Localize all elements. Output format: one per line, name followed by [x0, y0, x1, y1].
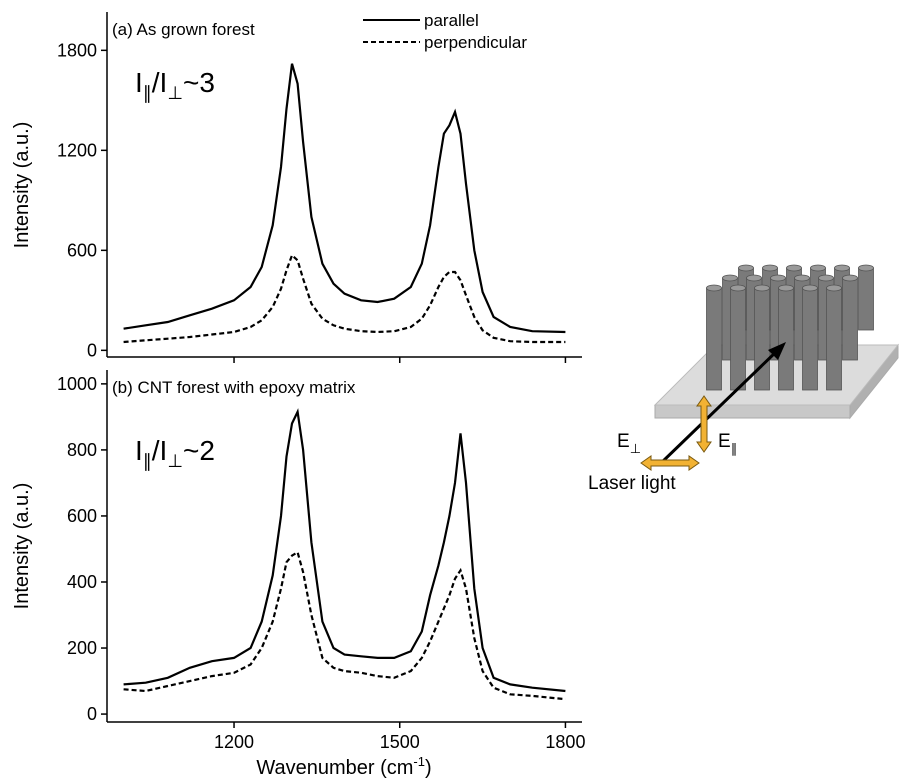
y-tick-label: 600: [67, 240, 97, 260]
nanotube-top: [802, 284, 818, 292]
nanotube-top: [722, 274, 738, 282]
e-parallel-arrow: [696, 395, 712, 453]
nanotube-top: [762, 264, 778, 272]
nanotube-top: [826, 284, 842, 292]
arrow-head: [768, 342, 786, 360]
y-axis-label: Intensity (a.u.): [11, 483, 33, 610]
nanotube-body: [706, 287, 722, 391]
spectrum-line: [123, 253, 566, 344]
laser-arrows: E⊥ E∥ Laser light: [588, 342, 786, 494]
y-tick-label: 1800: [57, 40, 97, 60]
label-part: ∥: [731, 441, 738, 456]
ratio-annotation: I∥/I⊥~2: [135, 435, 215, 471]
e-parallel-label: E∥: [718, 431, 737, 456]
nanotube-top: [834, 264, 850, 272]
nanotube-body: [802, 287, 818, 391]
substrate-side: [654, 404, 851, 419]
label-part: E: [718, 431, 731, 452]
nanotube-top: [810, 264, 826, 272]
x-label-part: -1: [413, 754, 425, 769]
spectrum-line: [123, 63, 566, 334]
annotation-part: ~3: [183, 67, 215, 98]
nanotube-body: [730, 287, 746, 391]
ratio-annotation: I∥/I⊥~3: [135, 67, 215, 103]
y-tick-label: 1200: [57, 140, 97, 160]
y-tick-label: 0: [87, 704, 97, 724]
e-perp-label: E⊥: [617, 431, 641, 456]
spectrum-line: [123, 550, 566, 701]
x-tick-label: 1200: [214, 732, 254, 752]
annotation-part: ⊥: [167, 83, 183, 103]
panel-title: (b) CNT forest with epoxy matrix: [112, 378, 356, 397]
nanotube-body: [858, 267, 874, 331]
nanotube-body: [778, 287, 794, 391]
annotation-part: ∥: [143, 451, 152, 471]
nanotube-body: [754, 287, 770, 391]
x-tick-label: 1500: [380, 732, 420, 752]
nanotube-top: [842, 274, 858, 282]
nanotube-top: [794, 274, 810, 282]
panel-title: (a) As grown forest: [112, 20, 255, 39]
nanotube-top: [738, 264, 754, 272]
nanotube-top: [786, 264, 802, 272]
label-part: ⊥: [630, 441, 641, 456]
y-tick-label: 200: [67, 638, 97, 658]
x-label-part: Wavenumber (cm: [256, 757, 413, 779]
y-tick-label: 600: [67, 506, 97, 526]
nanotube-top: [754, 284, 770, 292]
annotation-part: I: [135, 435, 143, 466]
x-label-part: ): [425, 757, 432, 779]
legend-label: parallel: [424, 11, 479, 30]
legend-label: perpendicular: [424, 33, 527, 52]
annotation-part: ⊥: [167, 451, 183, 471]
y-tick-label: 400: [67, 572, 97, 592]
annotation-part: ~2: [183, 435, 215, 466]
label-part: E: [617, 431, 630, 452]
nanotube-body: [842, 277, 858, 361]
e-perp-arrow: [640, 455, 700, 471]
nanotube-top: [746, 274, 762, 282]
x-axis-label: Wavenumber (cm-1): [256, 754, 431, 779]
nanotubes: [706, 264, 874, 391]
x-tick-label: 1800: [545, 732, 585, 752]
nanotube-top: [730, 284, 746, 292]
annotation-part: ∥: [143, 83, 152, 103]
annotation-part: I: [135, 67, 143, 98]
nanotube-top: [778, 284, 794, 292]
annotation-part: /I: [152, 67, 168, 98]
laser-label: Laser light: [588, 473, 676, 494]
spectrum-line: [123, 408, 566, 693]
y-tick-label: 800: [67, 440, 97, 460]
nanotube-top: [858, 264, 874, 272]
y-axis-label: Intensity (a.u.): [11, 122, 33, 249]
laser-beam: [658, 348, 780, 466]
annotation-part: /I: [152, 435, 168, 466]
nanotube-body: [826, 287, 842, 391]
nanotube-top: [706, 284, 722, 292]
y-tick-label: 1000: [57, 374, 97, 394]
y-tick-label: 0: [87, 340, 97, 360]
nanotube-top: [818, 274, 834, 282]
nanotube-top: [770, 274, 786, 282]
